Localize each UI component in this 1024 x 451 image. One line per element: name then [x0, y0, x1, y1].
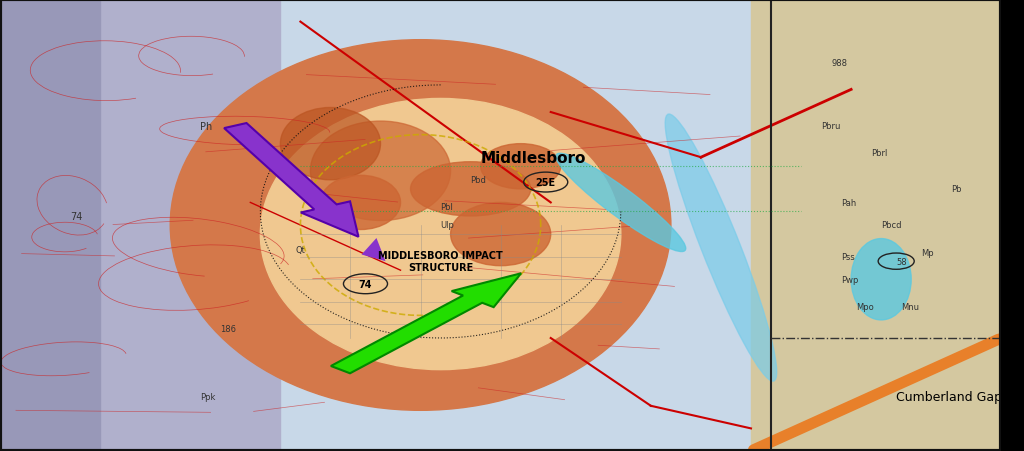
Text: Pwp: Pwp [841, 275, 858, 284]
Text: Pbl: Pbl [440, 203, 454, 212]
Text: Middlesboro: Middlesboro [480, 150, 586, 166]
Text: Mpo: Mpo [856, 302, 873, 311]
Bar [0, 0, 100, 451]
Ellipse shape [451, 203, 551, 266]
Text: Qt: Qt [295, 246, 305, 255]
Text: MIDDLESBORO IMPACT
STRUCTURE: MIDDLESBORO IMPACT STRUCTURE [378, 251, 503, 272]
Text: Mp: Mp [922, 248, 934, 257]
Text: Ph: Ph [201, 121, 213, 131]
Ellipse shape [666, 115, 777, 381]
Text: 988: 988 [831, 59, 847, 68]
Text: Pb: Pb [951, 185, 962, 194]
Text: Cumberland Gap: Cumberland Gap [896, 391, 1002, 403]
Ellipse shape [170, 41, 671, 410]
Ellipse shape [321, 176, 400, 230]
Text: 25E: 25E [536, 178, 556, 188]
Text: Mnu: Mnu [901, 302, 920, 311]
Ellipse shape [480, 144, 561, 189]
Text: Ulp: Ulp [440, 221, 455, 230]
Ellipse shape [411, 162, 530, 216]
Text: 74: 74 [70, 212, 83, 221]
Text: Pbd: Pbd [471, 176, 486, 185]
Ellipse shape [281, 108, 381, 180]
Text: 74: 74 [358, 279, 373, 289]
Bar [0, 0, 281, 451]
Text: Ppk: Ppk [201, 392, 216, 401]
Text: 58: 58 [896, 257, 907, 266]
Bar [751, 0, 1001, 451]
Text: Pbru: Pbru [821, 122, 841, 131]
FancyArrow shape [224, 124, 358, 237]
Ellipse shape [310, 122, 451, 221]
Ellipse shape [851, 239, 911, 320]
Text: Pah: Pah [841, 198, 856, 207]
FancyArrow shape [331, 274, 521, 373]
FancyArrowPatch shape [754, 340, 998, 450]
Ellipse shape [556, 154, 686, 252]
Text: 186: 186 [220, 325, 237, 334]
Text: Pbrl: Pbrl [871, 149, 888, 158]
Text: Pss: Pss [841, 253, 855, 262]
Ellipse shape [260, 99, 621, 370]
Text: Pbcd: Pbcd [882, 221, 902, 230]
